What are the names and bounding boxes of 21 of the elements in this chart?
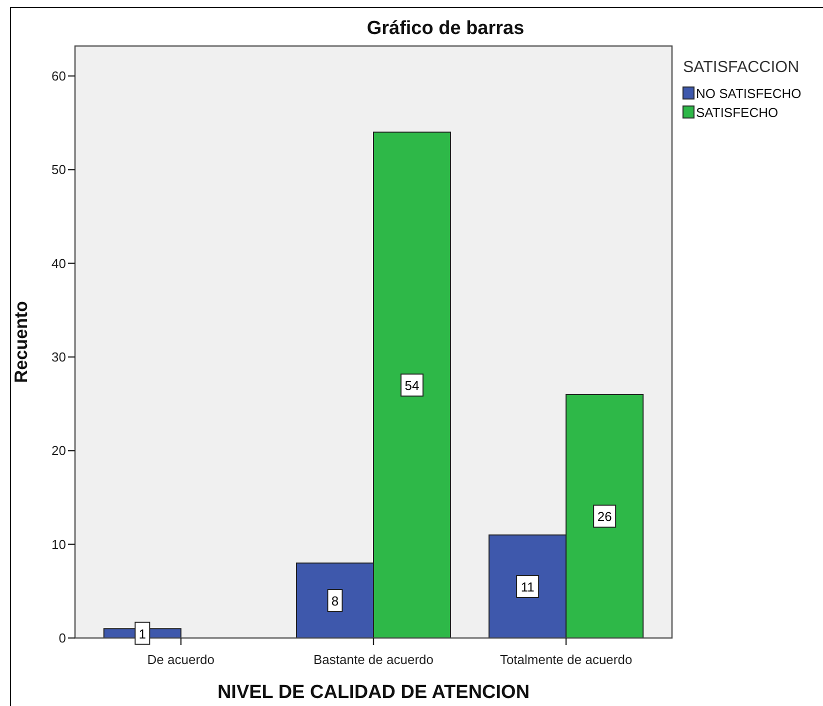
y-tick-label: 30: [52, 349, 66, 364]
y-axis-title: Recuento: [11, 300, 31, 384]
legend-label: SATISFECHO: [696, 105, 778, 120]
data-label: 8: [331, 594, 339, 609]
y-tick-label: 10: [52, 536, 66, 552]
data-label: 26: [597, 509, 612, 524]
chart-title: Gráfico de barras: [366, 18, 524, 39]
y-tick-label: 60: [52, 68, 66, 84]
data-label: 54: [404, 378, 420, 394]
x-axis-title: NIVEL DE CALIDAD DE ATENCION: [217, 682, 530, 703]
legend-title: SATISFACCION: [683, 59, 800, 76]
x-tick-label: Totalmente de acuerdo: [500, 652, 632, 667]
x-tick-label: Bastante de acuerdo: [314, 652, 434, 667]
legend-label: NO SATISFECHO: [696, 86, 802, 101]
y-tick-label: 40: [52, 256, 66, 271]
y-tick-label: 0: [58, 630, 66, 646]
y-tick-label: 20: [52, 443, 66, 458]
y-tick-label: 50: [52, 162, 66, 178]
x-tick-label: De acuerdo: [147, 652, 215, 667]
data-label: 11: [520, 579, 534, 594]
data-label: 1: [138, 626, 146, 642]
